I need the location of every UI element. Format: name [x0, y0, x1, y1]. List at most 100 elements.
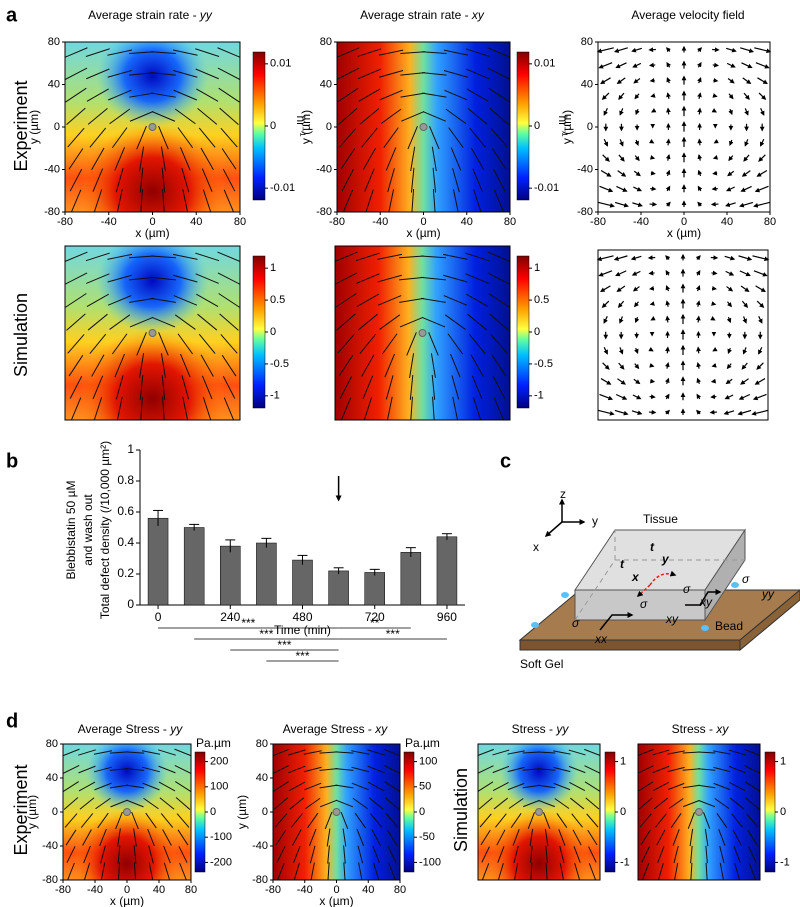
director	[467, 313, 488, 331]
stress-label: σ	[572, 616, 580, 630]
frame	[637, 743, 761, 881]
director	[85, 48, 110, 57]
director	[421, 316, 446, 328]
velocity-arrow	[726, 286, 734, 292]
velocity-arrow	[712, 170, 718, 176]
colorbar-tick-label: -50	[419, 831, 435, 843]
heatmap	[478, 744, 600, 880]
velocity-arrow	[752, 393, 767, 401]
stress-label: xy	[665, 612, 679, 626]
director	[324, 811, 333, 830]
director	[221, 354, 237, 377]
velocity-arrow	[728, 155, 734, 162]
director	[421, 297, 446, 303]
velocity-arrow	[758, 92, 767, 101]
traction-label: t	[620, 557, 625, 571]
velocity-arrow	[614, 409, 629, 416]
y-axis-label: y (µm)	[235, 795, 249, 829]
velocity-arrow	[603, 346, 608, 355]
velocity-arrow	[599, 185, 614, 193]
director	[384, 353, 395, 378]
director	[335, 251, 358, 262]
velocity-arrow	[728, 108, 733, 116]
director	[745, 797, 760, 810]
x-tick-label: 80	[394, 884, 406, 896]
velocity-arrow	[599, 393, 614, 401]
director	[126, 799, 144, 808]
heatmap	[638, 744, 760, 880]
director	[514, 862, 519, 880]
velocity-arrow	[744, 139, 749, 147]
director	[139, 146, 145, 172]
velocity-arrow	[600, 170, 612, 177]
velocity-arrow	[632, 62, 642, 68]
director	[492, 765, 510, 774]
panel-c-diagram	[518, 498, 800, 652]
director	[495, 813, 507, 828]
y-tick-label: -40	[42, 840, 58, 852]
title-text: Average Stress -	[78, 722, 170, 736]
velocity-arrow	[665, 154, 671, 161]
director	[202, 397, 212, 420]
director	[201, 168, 213, 192]
director	[522, 784, 541, 789]
velocity-arrow	[664, 377, 670, 385]
title-var: yy	[199, 8, 213, 22]
velocity-arrow	[696, 393, 702, 400]
director	[86, 68, 110, 80]
director	[219, 107, 239, 125]
director	[150, 276, 176, 281]
x-tick-label: -80	[55, 884, 71, 896]
x-tick-label: -80	[329, 216, 345, 228]
director	[493, 797, 508, 810]
panel-label: b	[6, 450, 18, 472]
velocity-arrow	[633, 378, 641, 385]
velocity-arrow	[725, 47, 737, 53]
bar	[256, 542, 277, 606]
director	[744, 781, 760, 792]
y-tick-label: 40	[320, 78, 332, 90]
velocity-arrow	[723, 410, 735, 415]
velocity-arrow	[649, 77, 655, 83]
velocity-arrow	[740, 185, 752, 192]
director	[584, 781, 600, 792]
director	[388, 862, 396, 880]
director	[522, 751, 541, 754]
title-var: yy	[555, 722, 569, 736]
director	[507, 782, 525, 791]
velocity-arrow	[619, 139, 624, 147]
director	[172, 253, 198, 260]
director	[220, 334, 238, 354]
director	[309, 845, 316, 864]
director	[277, 862, 285, 880]
x-tick-label: 0	[333, 884, 339, 896]
colorbar-tick-label: -1	[780, 856, 790, 868]
director	[136, 125, 147, 150]
director	[220, 127, 238, 148]
velocity-arrow	[619, 316, 624, 324]
director	[479, 813, 492, 828]
director	[379, 70, 404, 78]
defect	[332, 808, 341, 816]
heatmap	[337, 42, 510, 212]
colorbar	[516, 255, 530, 409]
y-tick-label: 0.2	[117, 566, 134, 580]
velocity-arrow	[724, 255, 736, 261]
panel-label: c	[500, 450, 511, 472]
x-tick-label: 80	[504, 216, 516, 228]
director	[65, 47, 88, 58]
colorbar-tick-label: 0.5	[534, 294, 549, 306]
velocity-arrow	[615, 62, 627, 69]
director	[399, 316, 424, 328]
velocity-arrow	[615, 393, 628, 400]
velocity-arrow	[665, 270, 671, 276]
director	[672, 829, 680, 846]
director	[65, 67, 88, 81]
director	[222, 376, 236, 399]
velocity-arrow	[742, 347, 748, 355]
velocity-arrow	[697, 62, 702, 68]
velocity-arrow	[618, 154, 625, 162]
x-tick-label: -80	[265, 884, 281, 896]
frame	[64, 245, 241, 421]
director	[529, 828, 534, 847]
